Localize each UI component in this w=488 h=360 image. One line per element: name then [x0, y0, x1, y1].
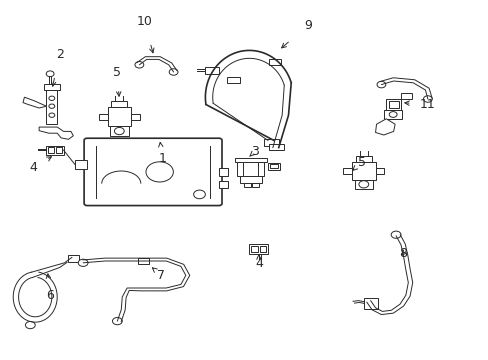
- Circle shape: [193, 190, 205, 199]
- Bar: [68, 255, 79, 262]
- Circle shape: [376, 81, 385, 88]
- Circle shape: [78, 259, 88, 266]
- Bar: [251, 246, 257, 252]
- Bar: [75, 160, 87, 169]
- Circle shape: [112, 318, 122, 325]
- Text: 4: 4: [29, 161, 37, 174]
- Text: 3: 3: [251, 145, 259, 158]
- Circle shape: [145, 162, 173, 182]
- Bar: [234, 158, 266, 162]
- Bar: [237, 162, 243, 176]
- Bar: [354, 180, 372, 189]
- Bar: [364, 298, 377, 309]
- Bar: [107, 107, 131, 126]
- Bar: [267, 163, 280, 170]
- FancyBboxPatch shape: [84, 138, 222, 206]
- Bar: [138, 258, 148, 264]
- Circle shape: [390, 231, 400, 238]
- Bar: [268, 144, 283, 150]
- Polygon shape: [39, 127, 73, 139]
- Bar: [46, 146, 63, 155]
- Text: 8: 8: [399, 247, 407, 260]
- Bar: [351, 162, 375, 180]
- Text: 2: 2: [56, 48, 63, 60]
- Circle shape: [358, 181, 368, 188]
- Bar: [270, 164, 277, 168]
- Bar: [219, 168, 227, 176]
- Circle shape: [46, 71, 54, 77]
- Bar: [251, 183, 259, 187]
- Text: 9: 9: [304, 19, 311, 32]
- Text: 10: 10: [136, 15, 152, 28]
- Bar: [239, 176, 261, 183]
- Bar: [110, 126, 128, 136]
- Text: 7: 7: [157, 269, 165, 282]
- Text: 6: 6: [46, 289, 54, 302]
- Bar: [56, 147, 61, 153]
- Text: 5: 5: [357, 156, 365, 168]
- Bar: [111, 101, 127, 107]
- Circle shape: [114, 127, 124, 135]
- Polygon shape: [23, 97, 46, 108]
- Bar: [249, 244, 267, 254]
- Bar: [343, 168, 351, 174]
- Bar: [227, 77, 239, 83]
- Bar: [205, 67, 219, 74]
- Circle shape: [49, 113, 55, 117]
- Bar: [355, 156, 371, 162]
- Bar: [219, 181, 227, 188]
- Bar: [259, 246, 265, 252]
- Circle shape: [169, 69, 178, 75]
- Bar: [243, 183, 250, 187]
- Bar: [48, 147, 54, 153]
- Circle shape: [423, 96, 431, 102]
- Bar: [388, 101, 398, 108]
- Bar: [386, 99, 400, 110]
- Bar: [131, 114, 140, 120]
- Text: 5: 5: [113, 66, 121, 78]
- Text: 1: 1: [158, 152, 166, 165]
- Circle shape: [135, 62, 143, 68]
- Circle shape: [49, 96, 55, 100]
- Text: 11: 11: [419, 98, 435, 111]
- Text: 4: 4: [255, 257, 263, 270]
- Circle shape: [388, 112, 396, 117]
- Bar: [99, 114, 107, 120]
- Bar: [46, 90, 57, 124]
- Bar: [258, 162, 264, 176]
- Circle shape: [49, 104, 55, 108]
- Circle shape: [25, 321, 35, 329]
- Bar: [268, 59, 281, 65]
- Bar: [43, 84, 60, 90]
- Bar: [400, 93, 411, 99]
- Bar: [383, 110, 402, 119]
- Bar: [375, 168, 384, 174]
- Bar: [264, 139, 278, 146]
- Polygon shape: [375, 119, 394, 135]
